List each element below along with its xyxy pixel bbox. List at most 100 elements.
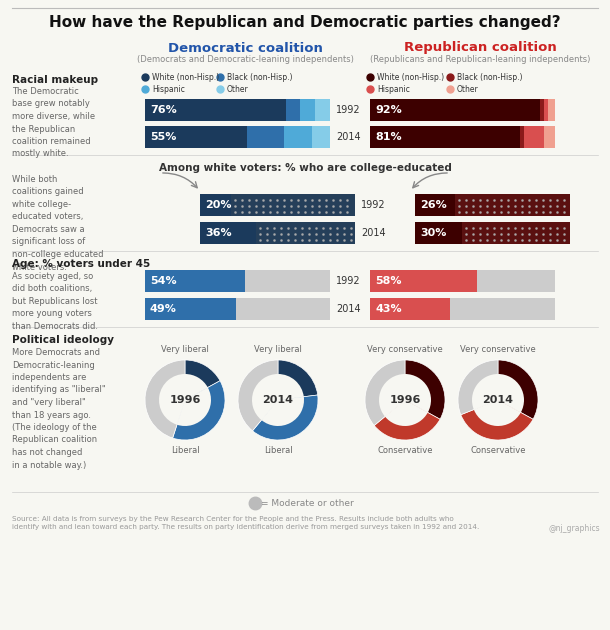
Wedge shape (252, 374, 278, 420)
Bar (200, 222, 256, 244)
Text: 43%: 43% (375, 304, 401, 314)
Bar (450, 298, 555, 320)
Text: More Democrats and
Democratic-leaning
independents are
identifying as "liberal"
: More Democrats and Democratic-leaning in… (12, 348, 106, 469)
Bar (312, 126, 330, 148)
Bar (315, 99, 330, 121)
Wedge shape (145, 360, 185, 438)
Text: Very conservative: Very conservative (460, 345, 536, 354)
Wedge shape (498, 360, 538, 420)
Text: 30%: 30% (420, 228, 447, 238)
Text: Democratic coalition: Democratic coalition (168, 42, 323, 55)
Bar (544, 99, 548, 121)
Wedge shape (472, 374, 498, 410)
Wedge shape (173, 381, 225, 440)
Bar (285, 99, 300, 121)
Bar (520, 126, 523, 148)
Wedge shape (278, 374, 304, 400)
Text: 2014: 2014 (262, 395, 293, 405)
Text: Other: Other (457, 84, 479, 93)
Wedge shape (185, 374, 208, 400)
Text: 1992: 1992 (336, 105, 361, 115)
Text: 36%: 36% (205, 228, 232, 238)
Bar (462, 222, 570, 244)
Wedge shape (253, 395, 318, 440)
Wedge shape (238, 360, 278, 431)
Text: @nj_graphics: @nj_graphics (548, 524, 600, 533)
Bar (477, 270, 555, 292)
Text: Very conservative: Very conservative (367, 345, 443, 354)
Bar (370, 270, 477, 292)
Text: The Democratic
base grew notably
more diverse, while
the Republican
coalition re: The Democratic base grew notably more di… (12, 87, 95, 159)
Text: Hispanic: Hispanic (377, 84, 410, 93)
Text: While both
coalitions gained
white college-
educated voters,
Democrats saw a
sig: While both coalitions gained white colle… (12, 175, 104, 272)
Wedge shape (177, 387, 211, 426)
Bar (145, 270, 245, 292)
Text: As society aged, so
did both coalitions,
but Republicans lost
more young voters
: As society aged, so did both coalitions,… (12, 272, 98, 331)
Bar (540, 99, 544, 121)
Text: Very liberal: Very liberal (161, 345, 209, 354)
Bar (284, 126, 312, 148)
Text: Racial makeup: Racial makeup (12, 75, 98, 85)
Text: 2014: 2014 (483, 395, 514, 405)
Wedge shape (461, 400, 533, 440)
Text: Political ideology: Political ideology (12, 335, 114, 345)
Text: Liberal: Liberal (171, 446, 199, 455)
Wedge shape (379, 374, 405, 416)
Bar (415, 194, 455, 216)
Bar (256, 222, 355, 244)
Wedge shape (498, 374, 524, 413)
Bar (145, 126, 247, 148)
Wedge shape (278, 360, 318, 400)
Bar (523, 126, 544, 148)
Text: Conservative: Conservative (377, 446, 432, 455)
Text: Hispanic: Hispanic (152, 84, 185, 93)
Wedge shape (474, 400, 521, 426)
Text: Age: % voters under 45: Age: % voters under 45 (12, 259, 150, 269)
Text: = Moderate or other: = Moderate or other (261, 498, 354, 508)
Wedge shape (262, 397, 304, 426)
Bar (247, 126, 284, 148)
Text: 2014: 2014 (336, 304, 361, 314)
Wedge shape (374, 400, 440, 440)
Wedge shape (159, 374, 185, 425)
Bar (145, 298, 235, 320)
Text: White (non-Hisp.): White (non-Hisp.) (152, 72, 219, 81)
Wedge shape (405, 374, 431, 413)
Text: 1992: 1992 (361, 200, 386, 210)
Bar (455, 194, 570, 216)
Text: 2014: 2014 (361, 228, 386, 238)
Text: 92%: 92% (375, 105, 402, 115)
Bar (370, 99, 540, 121)
Bar (300, 99, 315, 121)
Wedge shape (365, 360, 405, 425)
Wedge shape (385, 400, 428, 426)
Bar (231, 194, 355, 216)
Text: 26%: 26% (420, 200, 447, 210)
Bar (235, 298, 330, 320)
Text: 58%: 58% (375, 276, 401, 286)
Text: 2014: 2014 (336, 132, 361, 142)
Text: 1996: 1996 (170, 395, 201, 405)
Text: 1996: 1996 (389, 395, 421, 405)
Text: (Democrats and Democratic-leaning independents): (Democrats and Democratic-leaning indepe… (137, 55, 353, 64)
Bar (370, 126, 520, 148)
Text: Liberal: Liberal (264, 446, 292, 455)
Text: 55%: 55% (150, 132, 176, 142)
Text: Among white voters: % who are college-educated: Among white voters: % who are college-ed… (159, 163, 451, 173)
Bar (200, 194, 231, 216)
Text: 49%: 49% (150, 304, 177, 314)
Wedge shape (185, 360, 220, 400)
Text: 54%: 54% (150, 276, 177, 286)
Text: 76%: 76% (150, 105, 177, 115)
Wedge shape (405, 360, 445, 420)
Text: 1992: 1992 (336, 276, 361, 286)
Text: Other: Other (227, 84, 249, 93)
Bar (245, 270, 330, 292)
Bar (370, 298, 450, 320)
Text: 20%: 20% (205, 200, 232, 210)
Bar (415, 222, 462, 244)
Text: Republican coalition: Republican coalition (404, 42, 556, 55)
Text: Source: All data is from surveys by the Pew Research Center for the People and t: Source: All data is from surveys by the … (12, 516, 479, 530)
Text: Black (non-Hisp.): Black (non-Hisp.) (457, 72, 523, 81)
Text: How have the Republican and Democratic parties changed?: How have the Republican and Democratic p… (49, 14, 561, 30)
